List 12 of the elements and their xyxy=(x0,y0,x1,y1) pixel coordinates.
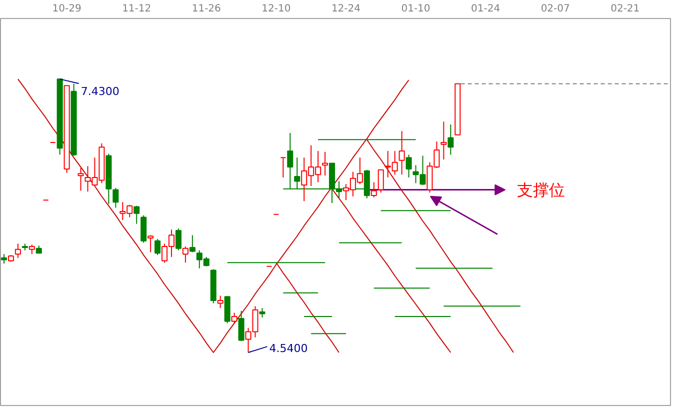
text: 4.5400 xyxy=(269,342,308,356)
x-tick-label: 02-07 xyxy=(540,4,570,14)
x-tick-label: 11-12 xyxy=(122,4,152,14)
x-tick-label: 12-10 xyxy=(262,4,291,14)
x-tick-label: 02-21 xyxy=(610,4,640,14)
x-tick-label: 01-24 xyxy=(471,4,500,14)
annotation: 支撑位 xyxy=(517,180,566,200)
text: 7.4300 xyxy=(80,85,120,98)
x-tick-label: 01-10 xyxy=(401,4,430,14)
x-tick-label: 10-29 xyxy=(52,4,82,14)
x-tick-label: 12-24 xyxy=(331,4,360,14)
x-tick-label: 11-26 xyxy=(192,4,221,14)
